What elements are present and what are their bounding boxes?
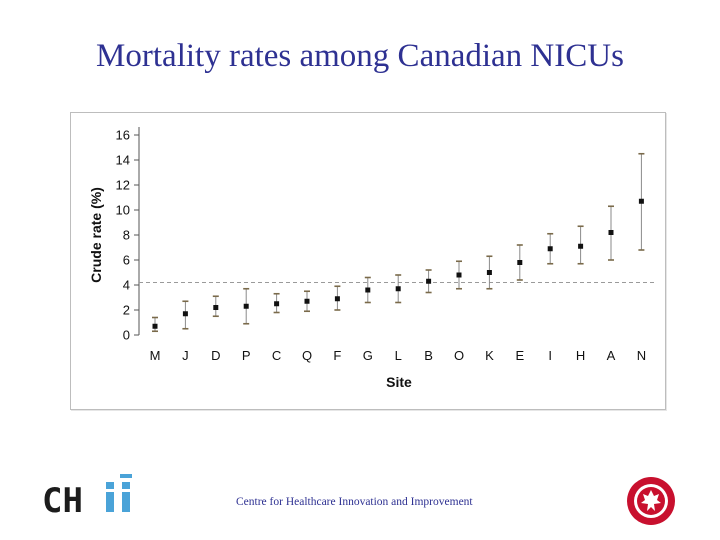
y-tick-label: 10: [116, 203, 130, 218]
data-point: [456, 272, 462, 278]
data-point: [638, 198, 644, 204]
error-bars: [152, 152, 645, 333]
y-tick-label: 6: [123, 253, 130, 268]
data-point: [608, 230, 614, 235]
x-axis-title: Site: [386, 374, 412, 390]
data-points: [152, 198, 644, 329]
x-tick-label: I: [548, 348, 552, 363]
data-point: [213, 305, 219, 310]
x-tick-label: A: [607, 348, 616, 363]
chii-logo: CH: [40, 470, 150, 521]
x-tick-label: O: [454, 348, 464, 363]
y-axis-title: Crude rate (%): [88, 187, 104, 283]
x-tick-label: J: [182, 348, 189, 363]
data-point: [334, 296, 340, 302]
y-tick-label: 16: [116, 128, 130, 143]
mortality-chart: 0 2 4 6 8 10 12 14 16 M J D P C Q F G L B O K E I H A N Crude ra…: [88, 127, 657, 390]
y-tick-label: 4: [123, 278, 130, 293]
data-point: [578, 243, 584, 249]
x-tick-label: F: [333, 348, 341, 363]
x-tick-label: C: [272, 348, 281, 363]
data-point: [486, 270, 492, 275]
data-point: [547, 246, 553, 252]
data-point: [152, 323, 158, 329]
x-tick-label: K: [485, 348, 494, 363]
data-point: [517, 260, 523, 265]
data-point: [395, 286, 401, 292]
data-point: [365, 287, 371, 293]
x-tick-label: G: [363, 348, 373, 363]
data-point: [304, 298, 310, 304]
x-tick-label: B: [424, 348, 433, 363]
x-tick-label: Q: [302, 348, 312, 363]
data-point: [243, 303, 249, 309]
footer-text: Centre for Healthcare Innovation and Imp…: [236, 496, 473, 508]
y-tick-label: 12: [116, 178, 130, 193]
university-seal-icon: [626, 476, 676, 526]
data-point: [274, 301, 280, 307]
svg-text:CH: CH: [42, 481, 83, 520]
x-tick-label: D: [211, 348, 220, 363]
x-tick-label: L: [395, 348, 402, 363]
x-tick-label: N: [637, 348, 646, 363]
x-tick-label: E: [515, 348, 524, 363]
y-tick-label: 14: [116, 153, 130, 168]
slide-title: Mortality rates among Canadian NICUs: [96, 38, 624, 74]
data-point: [426, 278, 432, 284]
y-ticks: 0 2 4 6 8 10 12 14 16: [116, 128, 139, 343]
data-point: [182, 311, 188, 317]
y-tick-label: 0: [123, 328, 130, 343]
y-tick-label: 2: [123, 303, 130, 318]
x-tick-label: H: [576, 348, 585, 363]
chart-frame: 0 2 4 6 8 10 12 14 16 M J D P C Q F G L B O K E I H A N Crude ra…: [70, 112, 666, 410]
x-tick-label: P: [242, 348, 251, 363]
y-tick-label: 8: [123, 228, 130, 243]
x-tick-label: M: [150, 348, 161, 363]
